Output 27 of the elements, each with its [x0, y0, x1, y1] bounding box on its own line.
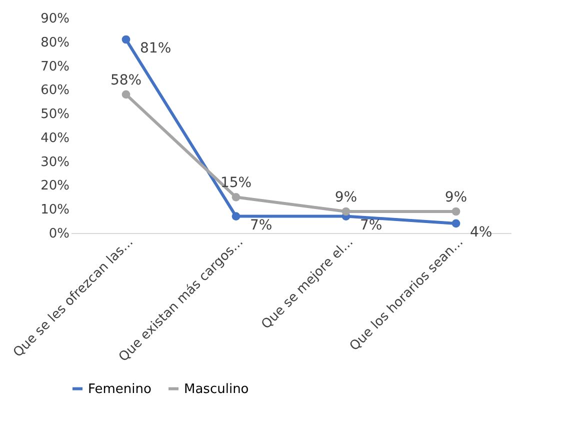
data-label: 7% — [250, 217, 272, 234]
data-label: 15% — [220, 175, 252, 192]
data-label: 58% — [110, 72, 142, 88]
y-tick-label: 0% — [48, 226, 70, 242]
y-tick-label: 60% — [40, 83, 70, 98]
point — [232, 212, 240, 220]
point — [232, 192, 240, 202]
y-tick-label: 40% — [40, 130, 70, 146]
point — [452, 219, 460, 228]
y-tick-label: 80% — [40, 35, 70, 50]
legend-label: Femenino — [88, 382, 152, 397]
data-label: 4% — [470, 224, 492, 240]
y-tick-label: 30% — [40, 154, 70, 170]
y-tick-label: 10% — [40, 202, 70, 218]
y-tick-label: 50% — [40, 107, 70, 122]
data-label: 9% — [444, 190, 468, 206]
point — [122, 35, 130, 44]
point — [342, 207, 350, 216]
point — [452, 207, 460, 216]
y-tick-label: 20% — [40, 178, 70, 194]
y-tick-label: 90% — [40, 12, 70, 26]
data-label: 7% — [360, 217, 382, 234]
point — [122, 90, 130, 99]
data-label: 9% — [334, 190, 358, 206]
data-label: 81% — [140, 40, 172, 56]
legend-label: Masculino — [184, 382, 249, 397]
y-tick-label: 70% — [40, 59, 70, 74]
